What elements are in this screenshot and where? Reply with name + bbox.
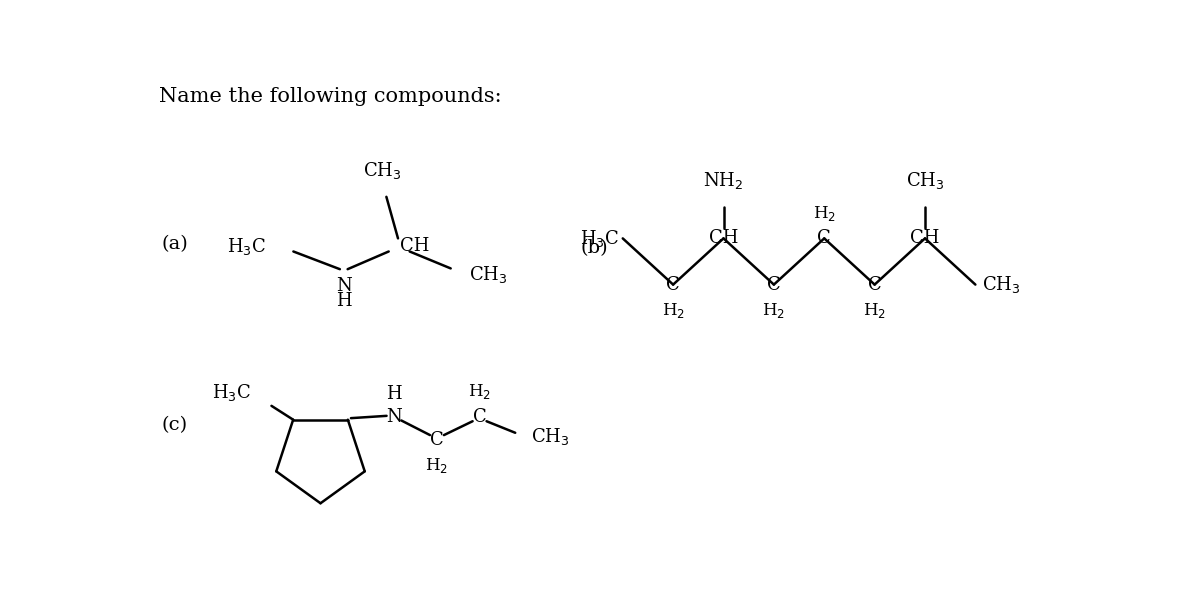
Text: H$_2$: H$_2$ bbox=[812, 204, 835, 223]
Text: (c): (c) bbox=[162, 416, 187, 434]
Text: C: C bbox=[817, 229, 832, 248]
Text: C: C bbox=[868, 276, 882, 294]
Text: N: N bbox=[336, 277, 352, 295]
Text: CH: CH bbox=[709, 229, 738, 248]
Text: C: C bbox=[666, 276, 680, 294]
Text: H$_3$C: H$_3$C bbox=[212, 382, 251, 403]
Text: H$_2$: H$_2$ bbox=[762, 300, 785, 320]
Text: H$_2$: H$_2$ bbox=[468, 382, 491, 401]
Text: (b): (b) bbox=[580, 239, 607, 257]
Text: H$_3$C: H$_3$C bbox=[227, 236, 266, 257]
Text: H: H bbox=[336, 293, 352, 310]
Text: H: H bbox=[386, 385, 402, 403]
Text: H$_2$: H$_2$ bbox=[661, 300, 684, 320]
Text: CH$_3$: CH$_3$ bbox=[906, 171, 944, 191]
Text: (a): (a) bbox=[162, 235, 188, 253]
Text: CH: CH bbox=[911, 229, 940, 248]
Text: C: C bbox=[473, 408, 486, 426]
Text: CH$_3$: CH$_3$ bbox=[982, 274, 1020, 295]
Text: CH$_3$: CH$_3$ bbox=[530, 426, 569, 447]
Text: CH: CH bbox=[400, 237, 428, 255]
Text: C: C bbox=[430, 431, 444, 449]
Text: H$_2$: H$_2$ bbox=[863, 300, 886, 320]
Text: N: N bbox=[386, 408, 402, 426]
Text: CH$_3$: CH$_3$ bbox=[364, 160, 402, 181]
Text: H$_3$C: H$_3$C bbox=[580, 228, 619, 249]
Text: NH$_2$: NH$_2$ bbox=[703, 171, 744, 191]
Text: Name the following compounds:: Name the following compounds: bbox=[160, 87, 502, 106]
Text: H$_2$: H$_2$ bbox=[426, 456, 449, 475]
Text: CH$_3$: CH$_3$ bbox=[469, 264, 508, 285]
Text: C: C bbox=[767, 276, 781, 294]
